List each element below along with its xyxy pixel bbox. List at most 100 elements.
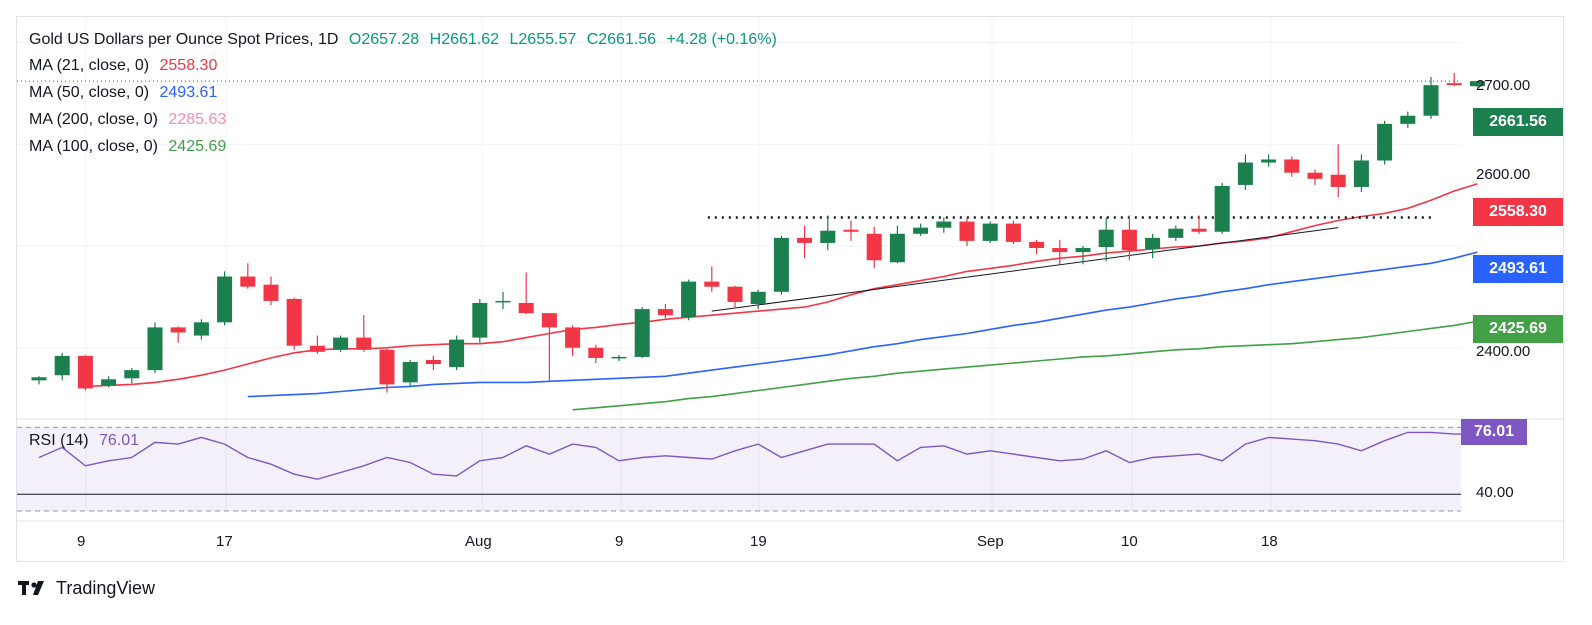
- ma200-legend[interactable]: MA (200, close, 0) 2285.63: [29, 111, 232, 129]
- time-tick: Aug: [465, 533, 492, 550]
- ma21-label: MA (21, close, 0): [29, 57, 150, 74]
- time-tick: Sep: [977, 533, 1004, 550]
- symbol-title: Gold US Dollars per Ounce Spot Prices, 1…: [29, 31, 339, 48]
- candle-body: [147, 327, 163, 371]
- candle-body: [1098, 229, 1114, 248]
- low-value: L2655.57: [509, 31, 577, 48]
- ma21-legend[interactable]: MA (21, close, 0) 2558.30: [29, 57, 223, 75]
- candle-body: [472, 302, 488, 338]
- candle-body: [263, 284, 279, 301]
- candle-body: [1353, 160, 1369, 187]
- ma50-value: 2493.61: [159, 84, 218, 101]
- rsi-value: 76.01: [99, 432, 140, 449]
- tradingview-brand[interactable]: TradingView: [18, 578, 155, 599]
- rsi-label: RSI (14): [29, 432, 89, 449]
- price-tick-2600: 2600.00: [1476, 166, 1531, 183]
- chart-title: Gold US Dollars per Ounce Spot Prices, 1…: [29, 31, 783, 49]
- candle-body: [611, 356, 627, 359]
- candle-body: [402, 362, 418, 383]
- candle-body: [240, 276, 256, 287]
- ma100-label: MA (100, close, 0): [29, 138, 158, 155]
- candle-body: [379, 349, 395, 385]
- rsi-legend[interactable]: RSI (14) 76.01: [29, 432, 145, 450]
- candle-body: [727, 286, 743, 302]
- candle-body: [170, 327, 186, 333]
- candle-body: [54, 355, 70, 376]
- candle-body: [913, 227, 929, 234]
- ma100-price-badge: 2425.69: [1473, 315, 1563, 343]
- candle-body: [797, 237, 813, 243]
- candle-body: [1469, 81, 1485, 87]
- candle-body: [681, 281, 697, 318]
- candle-body: [1284, 159, 1300, 173]
- candle-body: [333, 337, 349, 350]
- change-value: +4.28 (+0.16%): [666, 31, 777, 48]
- time-tick: 19: [750, 533, 767, 550]
- candle-body: [1005, 223, 1021, 242]
- candle-body: [634, 309, 650, 357]
- ma100-legend[interactable]: MA (100, close, 0) 2425.69: [29, 138, 232, 156]
- ma200-value: 2285.63: [168, 111, 227, 128]
- candle-body: [1261, 159, 1277, 163]
- close-value: C2661.56: [586, 31, 657, 48]
- candle-body: [541, 313, 557, 328]
- ma100-line: [572, 320, 1478, 411]
- time-tick: 10: [1121, 533, 1138, 550]
- candle-body: [1029, 241, 1045, 249]
- price-tick-2700: 2700.00: [1476, 77, 1531, 94]
- candle-body: [1214, 185, 1230, 232]
- open-value: O2657.28: [348, 31, 420, 48]
- candle-body: [1307, 172, 1323, 179]
- candle-body: [704, 281, 720, 287]
- tradingview-logo-icon: [18, 580, 44, 595]
- candle-body: [820, 230, 836, 243]
- candle-body: [588, 347, 604, 358]
- candle-body: [449, 339, 465, 368]
- candle-body: [565, 327, 581, 348]
- trendline: [711, 227, 1339, 312]
- candle-body: [1400, 115, 1416, 124]
- candle-body: [750, 291, 766, 304]
- rsi-tick-40: 40.00: [1476, 484, 1514, 501]
- candle-body: [1377, 123, 1393, 161]
- candle-body: [657, 309, 673, 316]
- candle-body: [982, 223, 998, 241]
- candle-body: [959, 221, 975, 241]
- candle-body: [193, 322, 209, 336]
- candle-body: [1237, 162, 1253, 185]
- candle-body: [356, 337, 372, 350]
- candle-body: [309, 345, 325, 352]
- candle-body: [425, 359, 441, 365]
- candle-body: [1145, 237, 1161, 250]
- candle-body: [286, 298, 302, 346]
- candle-body: [1191, 228, 1207, 232]
- time-tick: 17: [216, 533, 233, 550]
- ma50-legend[interactable]: MA (50, close, 0) 2493.61: [29, 84, 223, 102]
- ma50-price-badge: 2493.61: [1473, 255, 1563, 283]
- candle-body: [843, 229, 859, 232]
- chart-frame: Gold US Dollars per Ounce Spot Prices, 1…: [16, 16, 1564, 562]
- rsi-line: [38, 431, 1478, 480]
- candle-body: [866, 233, 882, 261]
- candle-body: [889, 233, 905, 263]
- time-tick: 9: [615, 533, 624, 550]
- candle-body: [1423, 85, 1439, 116]
- candle-body: [936, 221, 952, 228]
- price-chart[interactable]: [17, 17, 1563, 561]
- ma50-label: MA (50, close, 0): [29, 84, 150, 101]
- time-tick: 9: [77, 533, 86, 550]
- time-tick: 18: [1261, 533, 1278, 550]
- brand-name: TradingView: [56, 578, 156, 598]
- candle-body: [1075, 248, 1091, 253]
- candle-body: [1052, 248, 1068, 253]
- last-price-badge: 2661.56: [1473, 108, 1563, 136]
- candle-body: [1121, 229, 1137, 251]
- candle-body: [1330, 174, 1346, 187]
- rsi-band: [17, 427, 1461, 511]
- candle-body: [77, 355, 93, 389]
- ma21-price-badge: 2558.30: [1473, 198, 1563, 226]
- candle-body: [518, 302, 534, 314]
- candle-body: [217, 276, 233, 323]
- high-value: H2661.62: [429, 31, 500, 48]
- candle-body: [495, 300, 511, 303]
